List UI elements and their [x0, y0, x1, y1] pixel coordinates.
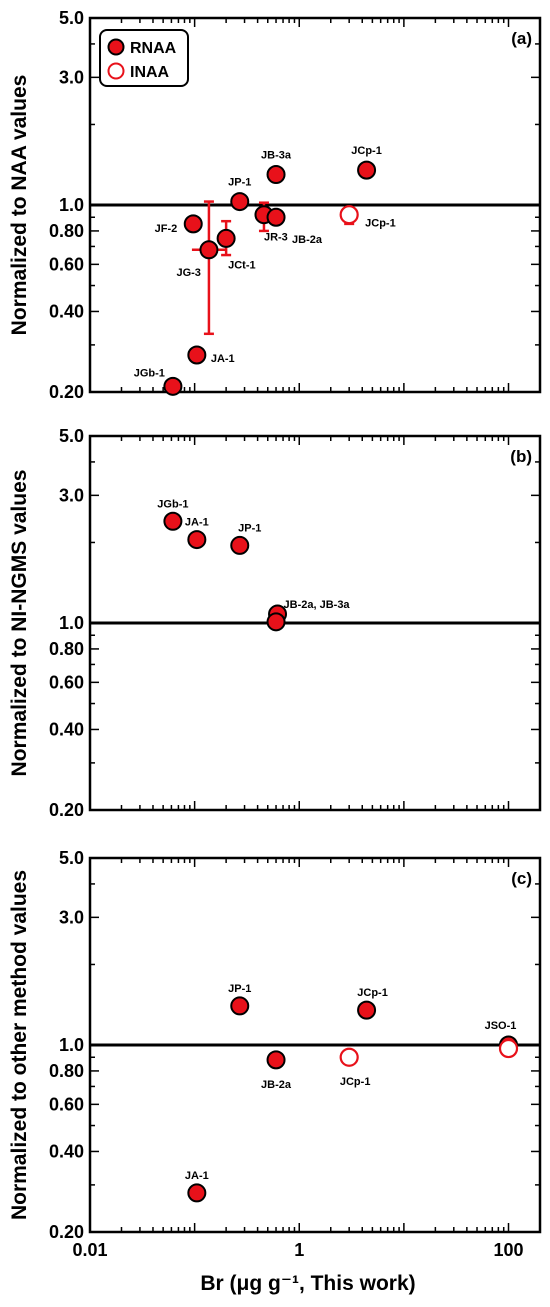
inaa-point [339, 1047, 359, 1067]
y-tick-label: 1.0 [59, 195, 84, 215]
y-axis-title: Normalized to NI-NGMS values [8, 470, 31, 777]
y-tick-label: 5.0 [59, 8, 84, 28]
rnaa-point [266, 165, 286, 185]
panel-tag: (a) [511, 29, 532, 48]
point-label: JCp-1 [357, 987, 388, 999]
y-axis-title: Normalized to NAA values [8, 75, 31, 336]
panel-a: 5.0 3.0 1.0 0.80 0.60 0.40 0.20 Normalized to N… [8, 8, 542, 402]
point-label: JCp-1 [365, 218, 396, 230]
y-tick-label: 0.40 [49, 719, 84, 739]
point-label: JA-1 [185, 517, 209, 529]
point-label: JG-3 [176, 267, 200, 279]
point-label: JSO-1 [485, 1020, 517, 1032]
y-tick-label: 0.60 [49, 254, 84, 274]
point-label: JP-1 [228, 177, 251, 189]
point-label: JGb-1 [134, 367, 165, 379]
panels: 5.0 3.0 1.0 0.80 0.60 0.40 0.20 Normalized to N… [8, 8, 542, 1260]
y-tick-label: 0.40 [49, 1141, 84, 1161]
legend-rnaa-marker [107, 38, 125, 56]
rnaa-point [216, 228, 236, 248]
point-label: JGb-1 [157, 498, 188, 510]
rnaa-point [183, 214, 203, 234]
rnaa-point [163, 511, 183, 531]
rnaa-point [187, 530, 207, 550]
inaa-point [498, 1038, 519, 1059]
rnaa-point [230, 192, 250, 212]
point-label: JCp-1 [340, 1076, 371, 1088]
point-label: JB-2a, JB-3a [284, 599, 351, 611]
panel-tag: (b) [510, 447, 532, 466]
rnaa-point [187, 345, 207, 365]
rnaa-point [266, 1050, 286, 1070]
panel-c: 5.0 3.0 1.0 0.80 0.60 0.40 0.20 Normalized to o… [8, 848, 542, 1260]
point-label: JB-2a [261, 1079, 292, 1091]
y-tick-label: 1.0 [59, 1035, 84, 1055]
y-tick-label: 0.80 [49, 221, 84, 241]
rnaa-point [266, 612, 286, 632]
point-label: JA-1 [211, 353, 235, 365]
y-tick-label: 0.40 [49, 301, 84, 321]
legend-rnaa-label: RNAA [130, 40, 177, 57]
rnaa-point [199, 240, 219, 260]
y-tick-label: 0.60 [49, 672, 84, 692]
point-label: JP-1 [238, 522, 261, 534]
y-tick-label: 3.0 [59, 485, 84, 505]
panel-b: 5.0 3.0 1.0 0.80 0.60 0.40 0.20 Normalized to N… [8, 426, 542, 820]
point-label: JB-3a [261, 150, 292, 162]
rnaa-point [357, 160, 377, 180]
y-tick-label: 0.60 [49, 1094, 84, 1114]
legend-inaa-marker [107, 62, 125, 80]
legend: RNAA INAA [99, 29, 189, 87]
y-axis-title: Normalized to other method values [8, 870, 31, 1220]
rnaa-point [357, 1000, 377, 1020]
rnaa-point [230, 996, 250, 1016]
y-tick-label: 0.80 [49, 1061, 84, 1081]
legend-inaa-label: INAA [130, 64, 170, 81]
x-tick-label: 100 [493, 1240, 523, 1260]
x-axis-title: Br (μg g⁻¹, This work) [200, 1272, 415, 1295]
inaa-point [339, 205, 359, 225]
rnaa-point [266, 207, 286, 227]
point-label: JF-2 [155, 223, 178, 235]
point-label: JA-1 [185, 1170, 209, 1182]
y-tick-label: 0.20 [49, 382, 84, 402]
point-label: JB-2a [292, 234, 323, 246]
rnaa-point [187, 1183, 207, 1203]
x-tick-label: 0.01 [72, 1240, 107, 1260]
point-label: JP-1 [228, 983, 251, 995]
y-tick-label: 3.0 [59, 907, 84, 927]
point-label: JCt-1 [228, 259, 256, 271]
y-tick-label: 0.20 [49, 800, 84, 820]
y-tick-label: 0.20 [49, 1222, 84, 1242]
y-tick-label: 5.0 [59, 848, 84, 868]
x-tick-label: 1 [294, 1240, 304, 1260]
rnaa-point [230, 535, 250, 555]
point-label: JCp-1 [351, 145, 382, 157]
y-tick-label: 0.80 [49, 639, 84, 659]
y-tick-label: 5.0 [59, 426, 84, 446]
rnaa-point [163, 376, 183, 396]
y-tick-label: 3.0 [59, 67, 84, 87]
panel-tag: (c) [511, 869, 532, 888]
point-label: JR-3 [264, 232, 288, 244]
y-tick-label: 1.0 [59, 613, 84, 633]
